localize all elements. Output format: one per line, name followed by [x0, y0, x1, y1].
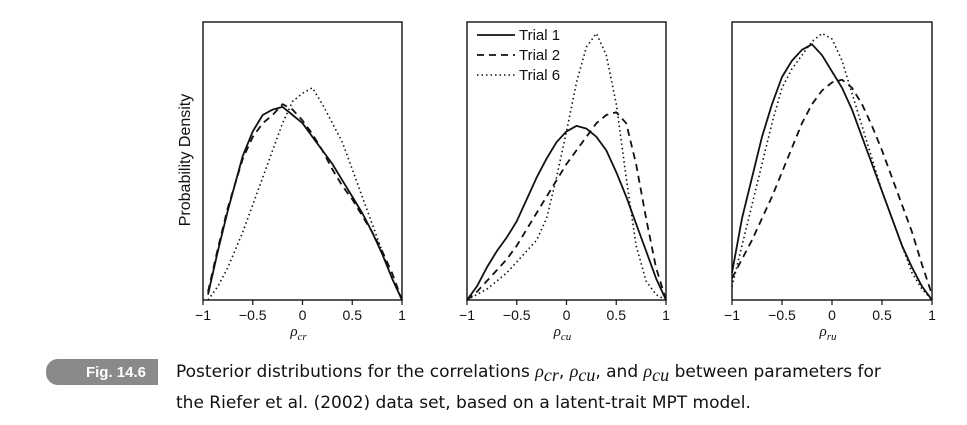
caption-text: Posterior distributions for the correlat…: [176, 361, 881, 414]
x-axis-label: ρcr: [289, 324, 307, 343]
chart-panel-2: −1 −0.5 0 0.5 1 ρcu Trial 1 Trial 2 Trial 6: [459, 21, 670, 343]
x-tick-label: 1: [398, 307, 406, 323]
x-tick-label: 0.5: [872, 307, 892, 323]
x-tick-label: −0.5: [239, 307, 267, 323]
x-tick-label: 0: [828, 307, 836, 323]
series-line-trial-1: [731, 43, 933, 301]
series-line-trial-2: [207, 103, 403, 301]
plot-frame: [202, 21, 403, 301]
legend-label: Trial 6: [519, 67, 560, 84]
x-tick-label: −0.5: [503, 307, 531, 323]
series-line-trial-1: [466, 125, 667, 301]
x-axis-label: ρru: [819, 324, 837, 343]
figure-caption: Fig. 14.6 Posterior distributions for th…: [0, 356, 967, 416]
plot-frame: [466, 21, 667, 301]
x-tick-label: 0: [563, 307, 571, 323]
series-line-trial-6: [731, 32, 933, 301]
x-tick-label: −1: [195, 307, 211, 323]
x-axis-label: ρcu: [553, 324, 572, 343]
y-axis-label: Probability Density: [177, 94, 194, 227]
legend-label: Trial 2: [519, 47, 560, 64]
figure-panels: Probability Density −1 −0.5 0 0.5 1 ρcr −1 −0.5…: [177, 21, 936, 343]
figure-number-tag: Fig. 14.6: [46, 359, 158, 385]
x-tick-label: 0.5: [343, 307, 363, 323]
chart-panel-1: −1 −0.5 0 0.5 1 ρcr: [195, 21, 406, 343]
chart-panel-3: −1 −0.5 0 0.5 1 ρru: [724, 21, 936, 343]
series-line-trial-2: [731, 78, 933, 295]
x-tick-label: −0.5: [768, 307, 796, 323]
x-tick-label: 0.5: [607, 307, 627, 323]
x-tick-label: −1: [724, 307, 740, 323]
series-line-trial-1: [207, 106, 403, 301]
series-line-trial-6: [207, 87, 403, 301]
legend-label: Trial 1: [519, 27, 560, 44]
x-tick-label: −1: [459, 307, 475, 323]
plot-frame: [731, 21, 933, 301]
x-tick-label: 0: [299, 307, 307, 323]
x-tick-label: 1: [662, 307, 670, 323]
series-line-trial-2: [466, 111, 667, 301]
x-tick-label: 1: [928, 307, 936, 323]
